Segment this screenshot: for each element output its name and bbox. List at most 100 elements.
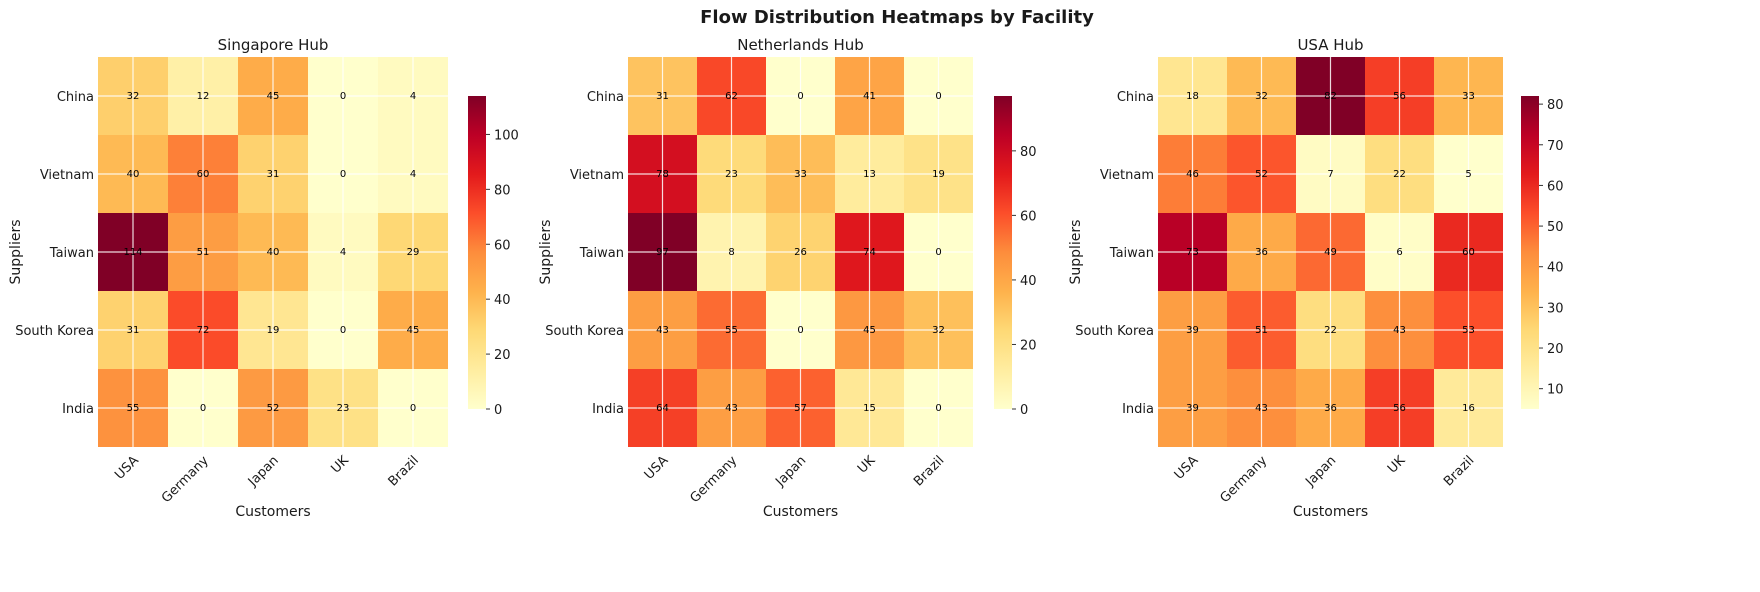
colorbar-tick-label: 60 — [1547, 179, 1564, 194]
cell-value-label: 40 — [127, 169, 140, 180]
cell-value-label: 31 — [127, 325, 140, 336]
cell-value-label: 19 — [932, 169, 945, 180]
colorbar — [468, 96, 486, 409]
cell-value-label: 0 — [340, 91, 346, 102]
cell-value-label: 72 — [197, 325, 210, 336]
heatmap-title: Netherlands Hub — [737, 36, 864, 54]
x-axis-label: Customers — [235, 504, 310, 520]
colorbar-tick-label: 40 — [494, 293, 511, 308]
y-tick-label: South Korea — [1075, 324, 1154, 339]
cell-value-label: 23 — [725, 169, 738, 180]
cell-value-label: 5 — [1465, 169, 1471, 180]
cell-value-label: 97 — [656, 247, 669, 258]
x-axis-label: Customers — [1293, 504, 1368, 520]
cell-value-label: 31 — [656, 91, 669, 102]
colorbar-tick-label: 70 — [1547, 139, 1564, 154]
cell-value-label: 73 — [1186, 247, 1199, 258]
cell-value-label: 22 — [1324, 325, 1337, 336]
y-axis-label: Suppliers — [1068, 220, 1084, 285]
cell-value-label: 16 — [1462, 403, 1475, 414]
cell-value-label: 46 — [1186, 169, 1199, 180]
cell-value-label: 0 — [935, 403, 941, 414]
cell-value-label: 32 — [127, 91, 140, 102]
cell-value-label: 45 — [407, 325, 420, 336]
y-tick-label: India — [592, 402, 624, 417]
cell-value-label: 43 — [1255, 403, 1268, 414]
cell-value-label: 0 — [200, 403, 206, 414]
colorbar-tick-label: 50 — [1547, 220, 1564, 235]
y-tick-label: Taiwan — [49, 246, 94, 261]
cell-value-label: 13 — [863, 169, 876, 180]
cell-value-label: 52 — [1255, 169, 1268, 180]
y-tick-label: China — [1117, 90, 1154, 105]
cell-value-label: 0 — [340, 325, 346, 336]
colorbar-tick-label: 100 — [494, 128, 519, 143]
colorbar — [994, 96, 1012, 409]
cell-value-label: 43 — [656, 325, 669, 336]
cell-value-label: 0 — [797, 325, 803, 336]
cell-value-label: 0 — [935, 247, 941, 258]
cell-value-label: 22 — [1393, 169, 1406, 180]
cell-value-label: 53 — [1462, 325, 1475, 336]
y-tick-label: Vietnam — [570, 168, 624, 183]
cell-value-label: 19 — [267, 325, 280, 336]
cell-value-label: 39 — [1186, 325, 1199, 336]
cell-value-label: 33 — [794, 169, 807, 180]
cell-value-label: 62 — [725, 91, 738, 102]
cell-value-label: 4 — [340, 247, 346, 258]
colorbar-tick-label: 20 — [494, 348, 511, 363]
colorbar-tick-label: 0 — [494, 403, 502, 418]
cell-value-label: 114 — [123, 247, 142, 258]
colorbar-tick-label: 80 — [1547, 98, 1564, 113]
colorbar-tick-label: 80 — [494, 183, 511, 198]
cell-value-label: 43 — [725, 403, 738, 414]
y-tick-label: China — [57, 90, 94, 105]
cell-value-label: 23 — [337, 403, 350, 414]
cell-value-label: 6 — [1396, 247, 1402, 258]
cell-value-label: 52 — [267, 403, 280, 414]
cell-value-label: 45 — [863, 325, 876, 336]
colorbar-tick-label: 10 — [1547, 383, 1564, 398]
heatmap-title: Singapore Hub — [218, 36, 329, 54]
cell-value-label: 60 — [1462, 247, 1475, 258]
cell-value-label: 51 — [1255, 325, 1268, 336]
colorbar-tick-label: 40 — [1547, 261, 1564, 276]
cell-value-label: 8 — [728, 247, 734, 258]
cell-value-label: 39 — [1186, 403, 1199, 414]
cell-value-label: 57 — [794, 403, 807, 414]
cell-value-label: 7 — [1327, 169, 1333, 180]
y-tick-label: China — [587, 90, 624, 105]
cell-value-label: 4 — [410, 169, 416, 180]
y-tick-label: Vietnam — [1100, 168, 1154, 183]
colorbar-tick-label: 60 — [494, 238, 511, 253]
y-tick-label: Taiwan — [1109, 246, 1154, 261]
y-tick-label: Vietnam — [40, 168, 94, 183]
cell-value-label: 0 — [935, 91, 941, 102]
cell-value-label: 33 — [1462, 91, 1475, 102]
cell-value-label: 43 — [1393, 325, 1406, 336]
cell-value-label: 40 — [267, 247, 280, 258]
cell-value-label: 0 — [410, 403, 416, 414]
y-axis-label: Suppliers — [538, 220, 554, 285]
cell-value-label: 60 — [197, 169, 210, 180]
cell-value-label: 74 — [863, 247, 876, 258]
colorbar-tick-label: 0 — [1020, 403, 1028, 418]
colorbar-tick-label: 20 — [1020, 338, 1037, 353]
colorbar-tick-label: 60 — [1020, 209, 1037, 224]
y-tick-label: India — [1122, 402, 1154, 417]
cell-value-label: 51 — [197, 247, 210, 258]
cell-value-label: 18 — [1186, 91, 1199, 102]
y-tick-label: South Korea — [15, 324, 94, 339]
colorbar — [1521, 96, 1539, 409]
cell-value-label: 15 — [863, 403, 876, 414]
y-axis-label: Suppliers — [8, 220, 24, 285]
y-tick-label: India — [62, 402, 94, 417]
cell-value-label: 55 — [127, 403, 140, 414]
cell-value-label: 31 — [267, 169, 280, 180]
cell-value-label: 45 — [267, 91, 280, 102]
cell-value-label: 55 — [725, 325, 738, 336]
cell-value-label: 64 — [656, 403, 669, 414]
cell-value-label: 36 — [1255, 247, 1268, 258]
cell-value-label: 41 — [863, 91, 876, 102]
